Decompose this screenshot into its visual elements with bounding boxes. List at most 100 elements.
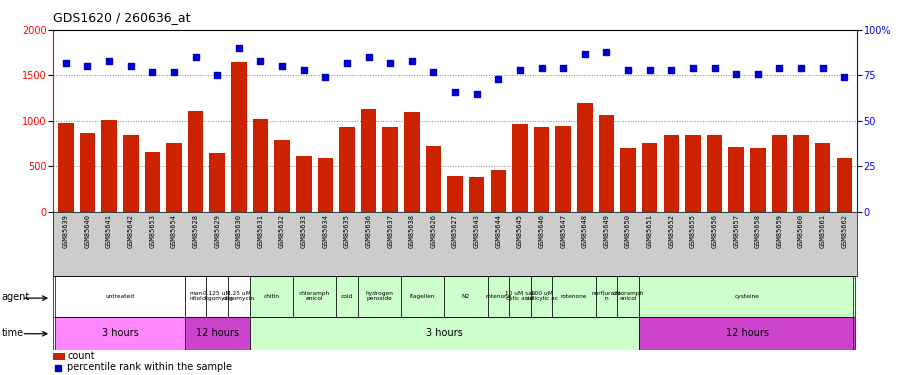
Point — [772, 65, 786, 71]
Bar — [210, 153, 225, 212]
Text: GSM85637: GSM85637 — [387, 214, 393, 248]
Bar — [58, 123, 74, 212]
Bar — [357, 276, 401, 317]
Bar — [425, 146, 441, 212]
Point — [361, 54, 375, 60]
Text: GSM85646: GSM85646 — [538, 214, 544, 248]
Bar — [793, 135, 808, 212]
Point — [641, 67, 656, 73]
Point — [469, 91, 484, 97]
Bar — [317, 158, 333, 212]
Point — [167, 69, 181, 75]
Text: GSM85632: GSM85632 — [279, 214, 285, 248]
Text: 100 uM
salicylic ac: 100 uM salicylic ac — [525, 291, 557, 302]
Text: GSM85635: GSM85635 — [343, 214, 350, 248]
Bar — [185, 317, 250, 350]
Text: GSM85643: GSM85643 — [473, 214, 479, 248]
Bar — [728, 147, 743, 212]
Point — [58, 60, 73, 66]
Bar — [508, 276, 530, 317]
Text: cold: cold — [341, 294, 353, 299]
Text: GSM85634: GSM85634 — [322, 214, 328, 248]
Bar — [555, 126, 570, 212]
Text: count: count — [67, 351, 95, 361]
Point — [318, 74, 333, 80]
Bar — [250, 276, 292, 317]
Bar — [617, 276, 639, 317]
Bar — [166, 143, 181, 212]
Text: percentile rank within the sample: percentile rank within the sample — [67, 363, 232, 372]
Text: GSM85647: GSM85647 — [559, 214, 566, 248]
Text: cysteine: cysteine — [733, 294, 759, 299]
Text: 12 hours: 12 hours — [725, 328, 768, 338]
Point — [599, 49, 613, 55]
Text: GSM85658: GSM85658 — [754, 214, 760, 248]
Bar — [145, 152, 160, 212]
Point — [447, 89, 462, 95]
Text: GSM85629: GSM85629 — [214, 214, 220, 248]
Text: man
nitol: man nitol — [189, 291, 202, 302]
Bar — [533, 127, 548, 212]
Bar — [401, 276, 444, 317]
Point — [707, 65, 722, 71]
Point — [210, 72, 224, 78]
Point — [577, 51, 591, 57]
Text: GSM85653: GSM85653 — [149, 214, 155, 248]
Text: GSM85630: GSM85630 — [236, 214, 241, 248]
Point — [80, 63, 95, 69]
Point — [145, 69, 159, 75]
Text: N2: N2 — [461, 294, 469, 299]
Point — [490, 76, 505, 82]
Text: GSM85651: GSM85651 — [646, 214, 652, 248]
Text: GSM85644: GSM85644 — [495, 214, 501, 248]
Text: GSM85641: GSM85641 — [106, 214, 112, 248]
Text: GSM85640: GSM85640 — [85, 214, 90, 248]
Text: GSM85645: GSM85645 — [517, 214, 522, 248]
Point — [383, 60, 397, 66]
Text: GSM85660: GSM85660 — [797, 214, 804, 248]
Point — [123, 63, 138, 69]
Bar — [639, 317, 855, 350]
Bar — [577, 103, 592, 212]
Bar — [598, 115, 614, 212]
Bar — [274, 140, 290, 212]
Text: 1.25 uM
oligomycin: 1.25 uM oligomycin — [222, 291, 254, 302]
Text: flagellen: flagellen — [409, 294, 435, 299]
Bar — [295, 156, 312, 212]
Bar — [552, 276, 595, 317]
Bar — [361, 109, 376, 212]
Text: GSM85649: GSM85649 — [603, 214, 609, 248]
Bar — [619, 148, 635, 212]
Point — [534, 65, 548, 71]
Text: rotenone: rotenone — [560, 294, 587, 299]
Bar — [446, 176, 463, 212]
Bar — [771, 135, 786, 212]
Point — [253, 58, 268, 64]
Text: GSM85636: GSM85636 — [365, 214, 371, 248]
Text: GDS1620 / 260636_at: GDS1620 / 260636_at — [53, 11, 190, 24]
Point — [231, 45, 246, 51]
Bar — [487, 276, 508, 317]
Point — [663, 67, 678, 73]
Bar — [55, 276, 185, 317]
Bar — [188, 111, 203, 212]
Bar — [468, 177, 484, 212]
Bar — [444, 276, 487, 317]
Point — [836, 74, 851, 80]
Bar — [382, 127, 397, 212]
Point — [620, 67, 635, 73]
Text: GSM85650: GSM85650 — [624, 214, 630, 248]
Point — [814, 65, 829, 71]
Text: GSM85661: GSM85661 — [819, 214, 824, 248]
Bar — [228, 276, 250, 317]
Point — [425, 69, 440, 75]
Bar — [206, 276, 228, 317]
Point — [296, 67, 311, 73]
Text: GSM85656: GSM85656 — [711, 214, 717, 248]
Text: GSM85659: GSM85659 — [775, 214, 782, 248]
Bar — [250, 317, 639, 350]
Text: GSM85639: GSM85639 — [63, 214, 69, 248]
Bar — [185, 276, 206, 317]
Text: GSM85655: GSM85655 — [690, 214, 695, 248]
Text: GSM85631: GSM85631 — [257, 214, 263, 248]
